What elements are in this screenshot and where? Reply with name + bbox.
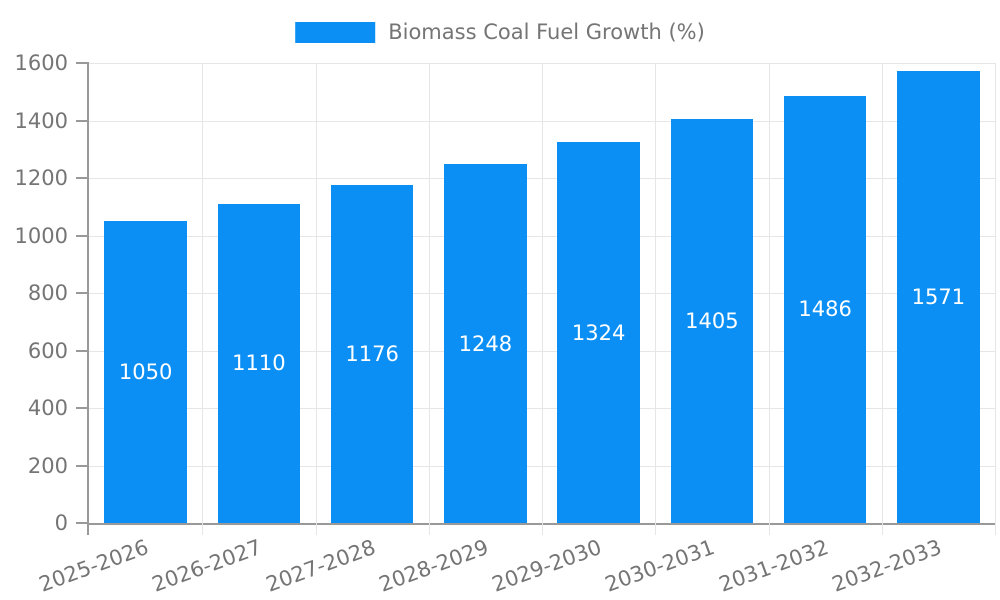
y-axis-tick bbox=[76, 177, 89, 179]
x-tick-label: 2028-2029 bbox=[375, 535, 492, 597]
bar-value-label: 1324 bbox=[571, 320, 626, 345]
y-axis-tick bbox=[76, 464, 89, 467]
y-axis-tick bbox=[76, 349, 89, 352]
legend-label: Biomass Coal Fuel Growth (%) bbox=[388, 20, 705, 44]
bar[interactable]: 1248 bbox=[444, 164, 527, 523]
bar[interactable]: 1405 bbox=[670, 119, 754, 523]
gridline-vertical bbox=[768, 63, 770, 535]
legend[interactable]: Biomass Coal Fuel Growth (%) bbox=[295, 20, 705, 44]
legend-swatch-icon bbox=[295, 21, 376, 43]
x-tick-label: 2029-2030 bbox=[489, 535, 605, 597]
y-tick-label: 1000 bbox=[14, 223, 68, 248]
x-tick-label: 2027-2028 bbox=[262, 535, 379, 597]
y-axis-tick bbox=[76, 522, 89, 524]
gridline-vertical bbox=[542, 63, 543, 535]
bar-value-label: 1571 bbox=[911, 285, 966, 310]
bar[interactable]: 1110 bbox=[217, 203, 301, 523]
y-axis-tick bbox=[76, 119, 89, 122]
y-tick-label: 1400 bbox=[14, 108, 68, 133]
x-axis-labels: 2025-2026 2026-2027 2027-2028 2028-2029 2029… bbox=[36, 535, 993, 600]
y-tick-label: 800 bbox=[27, 281, 68, 305]
y-axis-tick bbox=[76, 234, 89, 237]
bar-value-label: 1248 bbox=[458, 331, 513, 356]
y-tick-label: 600 bbox=[27, 338, 68, 363]
y-tick-label: 200 bbox=[27, 453, 68, 478]
plot-area: 1050 1110 1176 1248 1324 1405 1486 1571 bbox=[76, 62, 996, 535]
x-tick-label: 2025-2026 bbox=[36, 535, 152, 597]
bar[interactable]: 1050 bbox=[104, 221, 187, 523]
gridline-vertical bbox=[655, 63, 657, 535]
y-axis-tick bbox=[76, 62, 89, 64]
bar-value-label: 1050 bbox=[118, 360, 173, 385]
y-tick-label: 1600 bbox=[14, 51, 68, 75]
gridline-vertical bbox=[881, 63, 883, 535]
gridline-vertical bbox=[87, 63, 89, 535]
y-tick-label: 0 bbox=[54, 511, 68, 535]
bar[interactable]: 1486 bbox=[783, 95, 867, 523]
bar-value-label: 1405 bbox=[685, 309, 739, 334]
bar-value-label: 1176 bbox=[345, 341, 399, 366]
x-tick-label: 2031-2032 bbox=[715, 535, 832, 597]
x-tick-label: 2026-2027 bbox=[149, 535, 266, 597]
y-tick-label: 1200 bbox=[14, 166, 68, 190]
y-tick-label: 400 bbox=[27, 396, 68, 420]
bar-value-label: 1110 bbox=[232, 351, 286, 376]
gridline-vertical bbox=[995, 63, 996, 535]
bar[interactable]: 1324 bbox=[557, 142, 640, 523]
bar-value-label: 1486 bbox=[798, 297, 852, 322]
y-axis-tick bbox=[76, 407, 89, 409]
y-axis-tick bbox=[76, 292, 89, 294]
y-axis-labels: 0 200 400 600 800 1000 1200 1400 1600 bbox=[0, 51, 87, 535]
x-tick-label: 2030-2031 bbox=[602, 535, 719, 597]
gridline-vertical bbox=[202, 63, 204, 535]
x-tick-label: 2032-2033 bbox=[828, 535, 945, 597]
gridline-vertical bbox=[428, 63, 430, 535]
bar[interactable]: 1176 bbox=[330, 184, 414, 523]
gridline-vertical bbox=[315, 63, 317, 535]
bar[interactable]: 1571 bbox=[897, 71, 980, 523]
